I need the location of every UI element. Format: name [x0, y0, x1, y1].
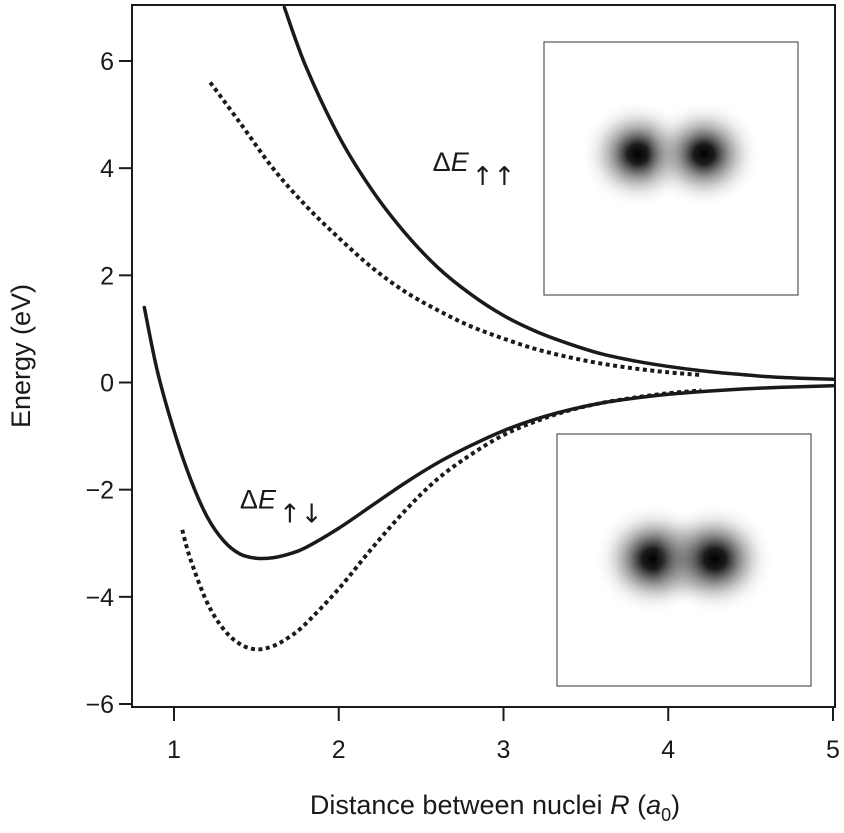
y-tick-label: 4 — [100, 155, 114, 183]
x-axis-title-prefix: Distance between nuclei — [310, 790, 610, 820]
annotation-energy-var: E — [451, 147, 470, 177]
series-line-bonding-solid — [142, 305, 835, 561]
plot-frame — [131, 4, 836, 708]
series-layer — [142, 5, 835, 652]
y-tick-label: −6 — [85, 691, 114, 719]
x-axis-title-open: ( — [630, 790, 647, 820]
x-tick-label: 3 — [497, 736, 511, 764]
x-tick-label: 1 — [167, 736, 181, 764]
y-tick-label: 0 — [100, 370, 114, 398]
inset-antiparallel-density — [556, 433, 812, 687]
axes: −6 −4 −2 0 2 4 6 1 2 3 4 5 — [85, 48, 839, 764]
annotation-energy-var: E — [258, 484, 277, 514]
annotation-spin-arrows: ↑↑ — [472, 162, 516, 192]
inset-parallel-density — [543, 41, 799, 296]
series-line-bonding-dotted — [180, 388, 702, 652]
y-tick-label: −4 — [85, 584, 114, 612]
x-axis-title-var: R — [610, 790, 630, 820]
inset-parallel-right-blob — [646, 99, 762, 209]
y-tick-label: 2 — [100, 262, 114, 290]
y-tick-label: −2 — [85, 477, 114, 505]
inset-antiparallel-right-blob — [655, 502, 775, 616]
y-tick-label: 6 — [100, 48, 114, 76]
x-axis-title: Distance between nuclei R (a0) — [310, 790, 680, 825]
x-tick-label: 5 — [826, 736, 840, 764]
annotations: ΔE ↑↑ΔE ↑↓ — [240, 147, 515, 530]
x-axis-title-close: ) — [671, 790, 680, 820]
x-tick-label: 2 — [332, 736, 346, 764]
x-axis-title-unit-sub: 0 — [661, 805, 671, 825]
annotation-delta-symbol: Δ — [240, 484, 258, 514]
series-line-antibonding-solid — [282, 5, 835, 382]
annotation-delta-symbol: Δ — [433, 147, 451, 177]
x-axis-title-unit: a — [646, 790, 661, 820]
y-axis-title: Energy (eV) — [6, 284, 36, 428]
annotation-delta-e-parallel: ΔE ↑↑ — [433, 147, 516, 192]
x-tick-label: 4 — [661, 736, 675, 764]
annotation-spin-arrows: ↑↓ — [279, 499, 323, 529]
annotation-delta-e-antiparallel: ΔE ↑↓ — [240, 484, 323, 529]
